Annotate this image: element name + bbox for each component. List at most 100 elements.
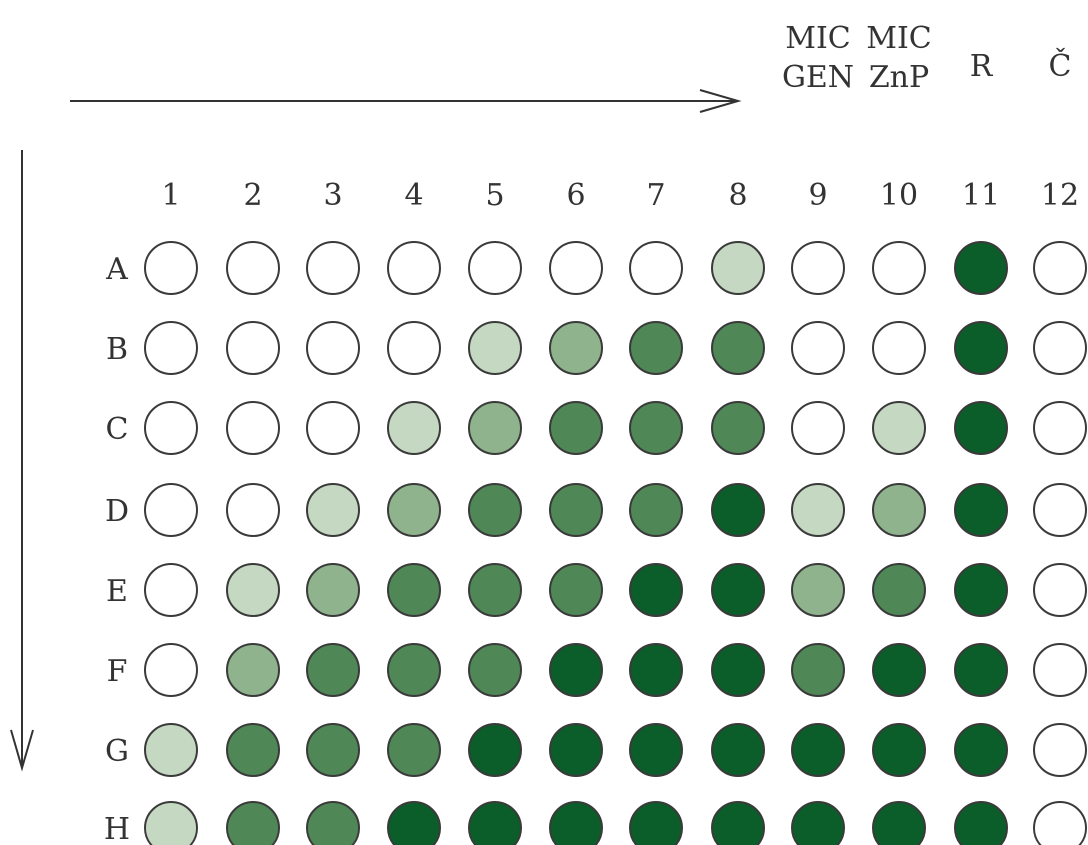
well [144, 643, 198, 697]
well [791, 563, 845, 617]
well [1033, 563, 1087, 617]
well [1033, 483, 1087, 537]
well [468, 723, 522, 777]
well [1033, 643, 1087, 697]
column-label: 12 [1041, 178, 1079, 213]
well [387, 401, 441, 455]
well [629, 401, 683, 455]
well [468, 563, 522, 617]
well [1033, 321, 1087, 375]
well [387, 241, 441, 295]
row-label: F [107, 654, 128, 689]
column-label: 3 [323, 178, 342, 213]
well [791, 321, 845, 375]
well [872, 321, 926, 375]
well [144, 563, 198, 617]
well [306, 801, 360, 845]
well [711, 801, 765, 845]
well [711, 241, 765, 295]
well [549, 321, 603, 375]
well [468, 643, 522, 697]
column-label: 10 [880, 178, 918, 213]
column-label: 6 [566, 178, 585, 213]
well [872, 401, 926, 455]
well [226, 801, 280, 845]
column-label: 11 [962, 178, 1000, 213]
wells [144, 241, 1087, 845]
well [306, 321, 360, 375]
well [306, 563, 360, 617]
well [1033, 401, 1087, 455]
column-labels: 1 2 3 4 5 6 7 8 9 10 11 12 [161, 178, 1079, 213]
well [711, 483, 765, 537]
well [468, 801, 522, 845]
header-label: GEN [782, 60, 854, 95]
well [144, 483, 198, 537]
well [629, 723, 683, 777]
well [226, 321, 280, 375]
well [306, 723, 360, 777]
well [872, 241, 926, 295]
well [468, 321, 522, 375]
well [144, 401, 198, 455]
well [144, 241, 198, 295]
well [791, 801, 845, 845]
well [387, 643, 441, 697]
well [226, 563, 280, 617]
column-label: 9 [808, 178, 827, 213]
well [306, 483, 360, 537]
well [144, 801, 198, 845]
well [954, 321, 1008, 375]
well [872, 643, 926, 697]
column-label: 4 [404, 178, 423, 213]
well [226, 483, 280, 537]
header-label: MIC [785, 21, 851, 56]
well [954, 483, 1008, 537]
vertical-arrow [10, 150, 34, 772]
well [226, 241, 280, 295]
row-label: B [106, 332, 128, 367]
well [954, 801, 1008, 845]
row-label: E [106, 574, 128, 609]
column-label: 5 [485, 178, 504, 213]
row-label: C [106, 412, 129, 447]
well [1033, 801, 1087, 845]
well [226, 401, 280, 455]
row-labels: A B C D E F G H [104, 252, 130, 845]
well [387, 801, 441, 845]
well [549, 401, 603, 455]
well [549, 483, 603, 537]
well [468, 241, 522, 295]
well [629, 321, 683, 375]
well [711, 321, 765, 375]
column-label: 8 [728, 178, 747, 213]
well [791, 723, 845, 777]
well [629, 563, 683, 617]
well [549, 241, 603, 295]
well [629, 801, 683, 845]
well [711, 401, 765, 455]
horizontal-arrow [70, 89, 742, 113]
column-label: 2 [243, 178, 262, 213]
well [711, 563, 765, 617]
header-label: R [970, 49, 994, 84]
well [711, 723, 765, 777]
well [711, 643, 765, 697]
well [791, 643, 845, 697]
row-label: G [105, 734, 129, 769]
well [468, 483, 522, 537]
well [387, 563, 441, 617]
row-label: D [105, 494, 129, 529]
well [872, 801, 926, 845]
well [387, 723, 441, 777]
well [387, 483, 441, 537]
well [954, 643, 1008, 697]
well [872, 483, 926, 537]
well [226, 723, 280, 777]
well [629, 643, 683, 697]
well [144, 321, 198, 375]
header-label: MIC [866, 21, 932, 56]
header-label: ZnP [869, 60, 929, 95]
column-label: 1 [161, 178, 180, 213]
